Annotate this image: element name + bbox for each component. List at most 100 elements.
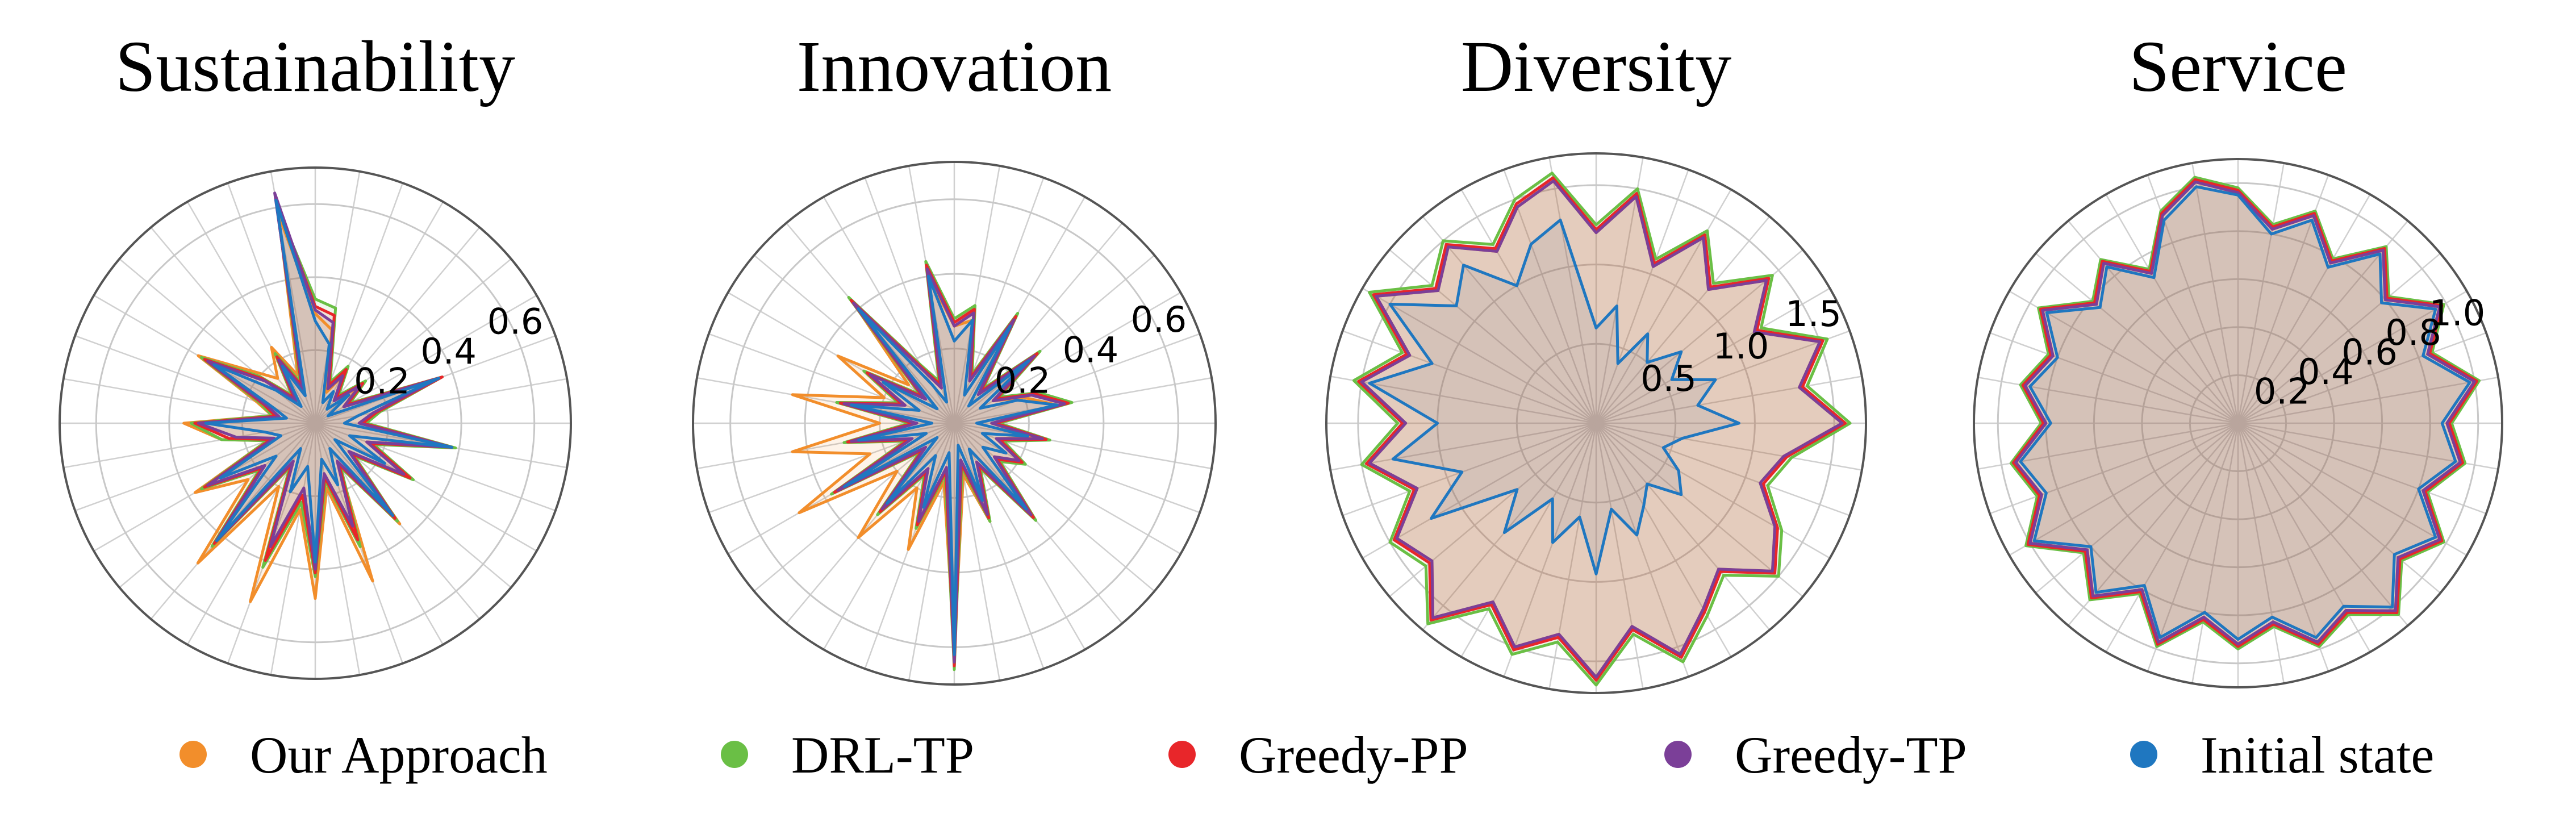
grid-circle xyxy=(1357,184,1835,662)
legend-label: Initial state xyxy=(2201,726,2434,784)
grid-spoke xyxy=(1596,423,1803,598)
grid-spoke xyxy=(1596,423,1771,631)
grid-spoke xyxy=(2237,290,2468,424)
grid-spoke xyxy=(954,377,1212,424)
grid-spoke xyxy=(1362,422,1597,559)
grid-spoke xyxy=(2009,422,2239,556)
series-fill-initial-state xyxy=(206,200,452,562)
tick-label: 0.5 xyxy=(1640,358,1697,399)
legend-label: Greedy-PP xyxy=(1239,726,1468,784)
series-fill-greedy-tp xyxy=(2015,182,2475,644)
radar-panels: Sustainability0.20.40.6Innovation0.20.40… xyxy=(59,26,2503,694)
grid-spoke xyxy=(1595,423,1644,690)
grid-spoke xyxy=(2237,423,2441,594)
grid-spoke xyxy=(2191,423,2239,684)
grid-spoke xyxy=(2147,423,2239,672)
series-line-greedy-tp xyxy=(197,191,454,571)
grid-spoke xyxy=(1989,332,2239,424)
panel-title: Sustainability xyxy=(115,26,515,107)
grid-spoke xyxy=(314,171,361,424)
grid-spoke xyxy=(63,422,316,469)
grid-spoke xyxy=(2105,194,2239,424)
grid-spoke xyxy=(953,423,1045,669)
grid-spoke xyxy=(954,254,1155,424)
series-fill-greedy-pp xyxy=(834,265,1068,666)
grid-circle xyxy=(804,273,1105,574)
grid-spoke xyxy=(1595,423,1732,657)
grid-spoke xyxy=(2237,162,2285,424)
panel-title: Innovation xyxy=(797,26,1112,107)
grid-spoke xyxy=(954,422,1181,555)
legend-label: Our Approach xyxy=(250,726,548,784)
grid-spoke xyxy=(1989,422,2239,515)
grid-spoke xyxy=(708,333,955,424)
tick-label: 0.4 xyxy=(420,331,477,372)
grid-spoke xyxy=(953,165,1001,424)
grid-spoke xyxy=(1389,249,1597,424)
grid-spoke xyxy=(1596,422,1850,516)
outer-circle xyxy=(59,166,572,680)
outer-circle xyxy=(692,161,1217,686)
series-fill-our-approach xyxy=(2015,182,2475,644)
grid-spoke xyxy=(2237,422,2487,515)
grid-spoke xyxy=(1342,330,1597,424)
series-line-greedy-pp xyxy=(1357,176,1847,682)
series-line-initial-state xyxy=(2019,185,2471,641)
grid-spoke xyxy=(696,422,955,470)
grid-spoke xyxy=(1596,216,1771,424)
grid-spoke xyxy=(2237,332,2487,424)
series-fill-our-approach xyxy=(1362,181,1843,678)
grid-spoke xyxy=(1595,189,1732,424)
radar-panel-sustainability: Sustainability 0.20.40.6 xyxy=(59,26,572,680)
grid-spoke xyxy=(786,423,955,624)
grid-spoke xyxy=(1389,423,1597,598)
grid-spoke xyxy=(1503,423,1597,677)
grid-circle xyxy=(2093,278,2383,569)
grid-spoke xyxy=(1422,423,1597,631)
tick-label: 0.6 xyxy=(1131,299,1187,340)
grid-spoke xyxy=(2191,162,2239,424)
tick-label: 0.4 xyxy=(1063,329,1119,371)
tick-label: 0.6 xyxy=(487,301,544,342)
legend-item-initial-state: Initial state xyxy=(2130,726,2434,784)
grid-spoke xyxy=(2035,253,2239,424)
legend-marker xyxy=(179,741,207,768)
grid-spoke xyxy=(953,197,1086,424)
series-fill-greedy-pp xyxy=(1358,178,1846,681)
radar-panel-diversity: Diversity 0.5 1.0 1.5 xyxy=(1325,26,1867,694)
tick-label: 1.0 xyxy=(2429,292,2486,333)
grid-spoke xyxy=(954,423,1123,624)
grid-spoke xyxy=(1595,423,1689,677)
grid-spoke xyxy=(1596,330,1850,424)
grid-spoke xyxy=(1330,375,1597,424)
grid-spoke xyxy=(314,201,444,424)
series-fill-our-approach xyxy=(792,276,1058,648)
series-line-greedy-tp xyxy=(1360,180,1844,679)
tick-label: 1.5 xyxy=(1785,293,1842,335)
grid-spoke xyxy=(2237,422,2468,556)
legend-label: DRL-TP xyxy=(791,726,974,784)
series-fill-drl-tp xyxy=(2011,177,2479,649)
grid-circle xyxy=(1997,182,2479,665)
grid-spoke xyxy=(954,423,1155,592)
series-fill-drl-tp xyxy=(831,261,1072,670)
legend-item-drl-tp: DRL-TP xyxy=(721,726,974,784)
tick-label: 1.0 xyxy=(1713,325,1769,367)
legend-marker xyxy=(1664,741,1692,768)
legend-item-our-approach: Our Approach xyxy=(179,726,548,784)
grid-spoke xyxy=(1503,169,1597,424)
grid-circle xyxy=(2141,326,2335,520)
series-line-drl-tp xyxy=(2009,176,2481,650)
grid-circle xyxy=(95,203,536,644)
grid-circle xyxy=(1515,343,1677,504)
series-line-greedy-pp xyxy=(2012,178,2478,648)
grid-spoke xyxy=(2035,423,2239,594)
series-fill-drl-tp xyxy=(1354,173,1851,685)
grid-spoke xyxy=(2237,194,2371,424)
grid-spoke xyxy=(823,423,955,650)
grid-spoke xyxy=(2237,423,2408,627)
grid-spoke xyxy=(1596,287,1830,424)
legend-item-greedy-tp: Greedy-TP xyxy=(1664,726,1967,784)
grid-spoke xyxy=(1595,157,1644,424)
